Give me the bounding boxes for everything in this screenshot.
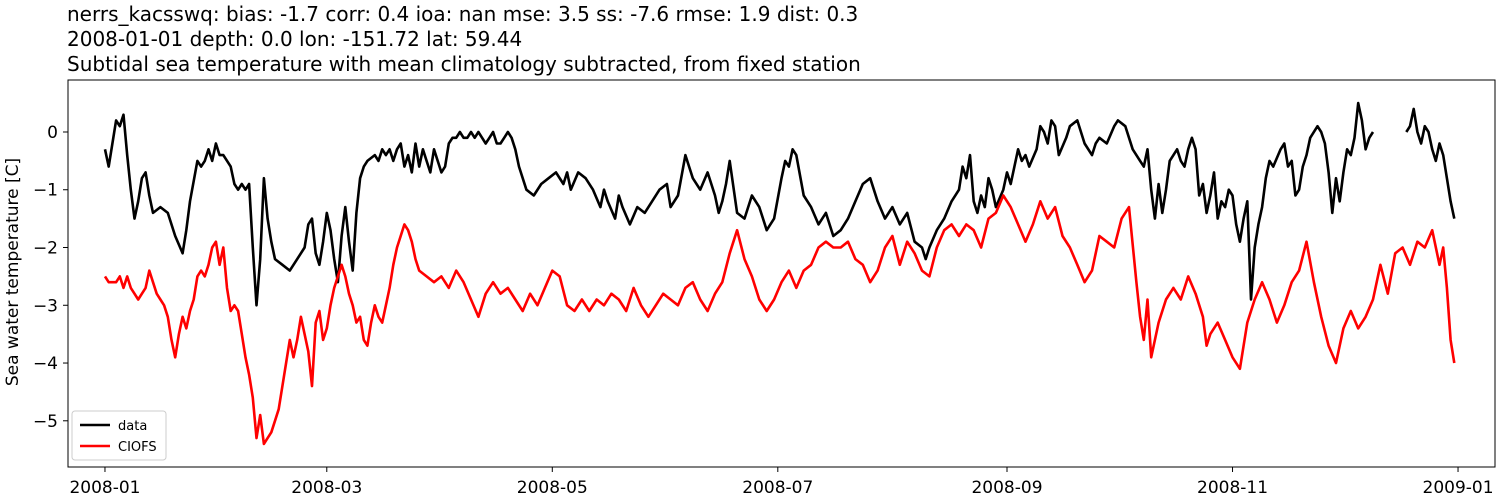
x-tick-label: 2008-05 (517, 478, 588, 498)
plot-frame (67, 79, 1496, 468)
title-line-stats: nerrs_kacsswq: bias: -1.7 corr: 0.4 ioa:… (67, 2, 859, 26)
x-tick-label: 2008-07 (742, 478, 813, 498)
y-axis: 0 −1 −2 −3 −4 −5 (33, 123, 68, 432)
y-axis-title: Sea water temperature [C] (3, 158, 23, 386)
y-tick-label: 0 (47, 123, 58, 143)
x-axis: 2008-01 2008-03 2008-05 2008-07 2008-09 2008-… (69, 467, 1494, 498)
chart-title: nerrs_kacsswq: bias: -1.7 corr: 0.4 ioa:… (67, 2, 861, 77)
title-line-station: 2008-01-01 depth: 0.0 lon: -151.72 lat: … (67, 27, 523, 51)
legend: data CIOFS (71, 410, 167, 461)
y-tick-label: −3 (33, 296, 58, 316)
x-tick-label: 2008-11 (1197, 478, 1268, 498)
legend-box (71, 410, 167, 461)
legend-label-data: data (118, 419, 147, 434)
x-tick-label: 2008-09 (971, 478, 1042, 498)
y-tick-label: −5 (33, 412, 58, 432)
plot-area (103, 101, 1456, 446)
y-tick-label: −1 (33, 181, 58, 201)
title-line-description: Subtidal sea temperature with mean clima… (67, 52, 861, 76)
series-line-data (103, 101, 1456, 307)
x-tick-label: 2008-03 (291, 478, 362, 498)
x-tick-label: 2009-01 (1423, 478, 1494, 498)
series-line-ciofs (103, 194, 1456, 446)
x-tick-label: 2008-01 (69, 478, 140, 498)
y-tick-label: −4 (33, 354, 58, 374)
legend-label-ciofs: CIOFS (118, 440, 157, 455)
y-tick-label: −2 (33, 239, 58, 259)
